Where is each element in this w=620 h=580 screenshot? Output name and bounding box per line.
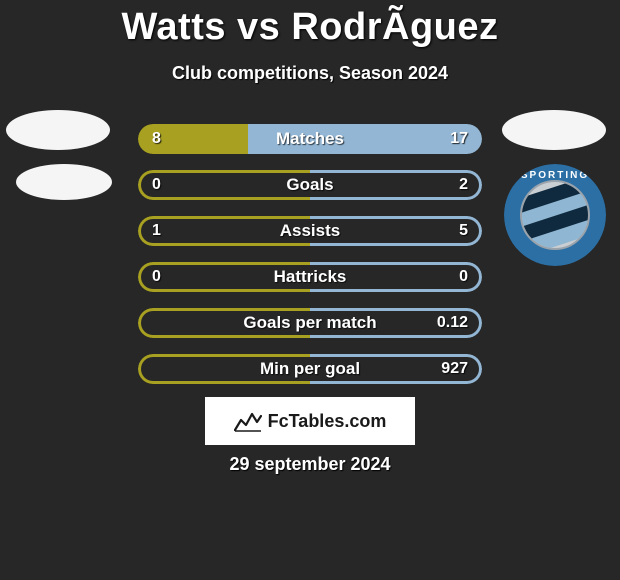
stat-value-right: 927 bbox=[441, 354, 468, 384]
stat-label: Hattricks bbox=[138, 262, 482, 292]
avatar-oval bbox=[6, 110, 110, 150]
badge-inner bbox=[520, 180, 590, 250]
page-subtitle: Club competitions, Season 2024 bbox=[0, 63, 620, 84]
footer-date: 29 september 2024 bbox=[0, 454, 620, 475]
stat-value-left: 0 bbox=[152, 170, 161, 200]
stat-label: Assists bbox=[138, 216, 482, 246]
stat-label: Goals per match bbox=[138, 308, 482, 338]
avatar-oval bbox=[16, 164, 112, 200]
stat-row: Assists1 5 bbox=[138, 216, 482, 246]
stat-value-left: 1 bbox=[152, 216, 161, 246]
stat-label: Min per goal bbox=[138, 354, 482, 384]
site-badge-icon bbox=[234, 410, 262, 432]
stat-label: Goals bbox=[138, 170, 482, 200]
stat-value-left: 0 bbox=[152, 262, 161, 292]
stat-value-right: 0.12 bbox=[437, 308, 468, 338]
stat-value-left: 8 bbox=[152, 124, 161, 154]
stat-row: Matches8 17 bbox=[138, 124, 482, 154]
stats-container: Matches817Goals02Assists15Hattricks00Goa… bbox=[138, 124, 482, 384]
avatar-oval bbox=[502, 110, 606, 150]
player-right-avatar: SPORTING bbox=[502, 110, 612, 266]
stat-row: Goals0 2 bbox=[138, 170, 482, 200]
page-title: Watts vs RodrÃ­guez bbox=[0, 0, 620, 49]
stat-value-right: 0 bbox=[459, 262, 468, 292]
stat-row: Hattricks0 0 bbox=[138, 262, 482, 292]
site-badge[interactable]: FcTables.com bbox=[205, 397, 415, 445]
site-badge-text: FcTables.com bbox=[268, 411, 387, 432]
stat-value-right: 5 bbox=[459, 216, 468, 246]
stat-row: Min per goal927 bbox=[138, 354, 482, 384]
stat-row: Goals per match0.12 bbox=[138, 308, 482, 338]
club-badge: SPORTING bbox=[504, 164, 606, 266]
stat-value-right: 17 bbox=[450, 124, 468, 154]
player-left-avatar bbox=[6, 110, 116, 214]
stat-label: Matches bbox=[138, 124, 482, 154]
stat-value-right: 2 bbox=[459, 170, 468, 200]
